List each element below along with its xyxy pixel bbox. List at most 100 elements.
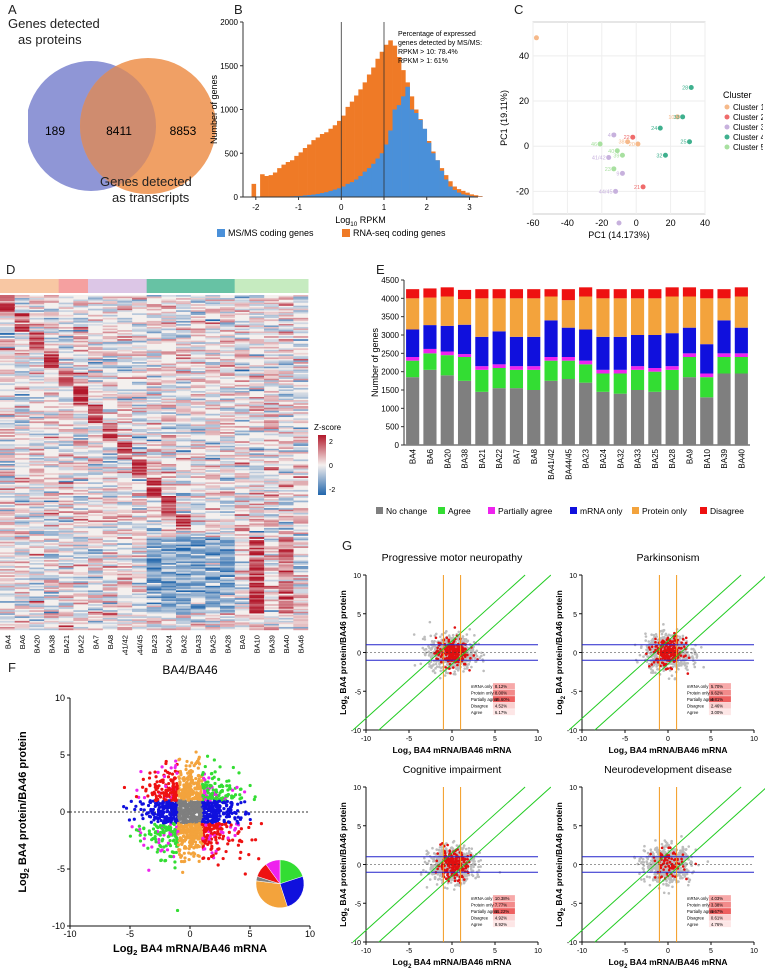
heat-cell [132,518,147,521]
heat-cell [264,342,279,344]
heat-cell [44,579,59,582]
heat-cell [190,521,206,524]
heat-cell [14,511,30,513]
heat-cell [44,497,59,500]
heat-cell [0,296,15,299]
heat-cell [102,362,118,364]
heat-cell [73,538,89,541]
heat-cell [176,310,191,312]
heat-cell [205,450,221,453]
heat-cell [249,406,265,408]
heat-cell [249,460,265,463]
heat-cell [176,579,191,582]
heat-cell [29,413,45,416]
heat-cell [0,451,15,454]
heat-cell [249,415,265,418]
heat-cell [161,301,177,303]
heat-cell [0,480,15,483]
heat-cell [205,617,221,620]
heat-cell [220,422,235,425]
data-point [205,828,209,832]
heat-cell [73,447,89,449]
heat-cell [0,330,15,332]
hist-bar [332,125,338,197]
heat-cell [102,509,118,512]
legend-swatch [217,229,225,237]
heat-cell [220,377,235,379]
heat-cell [293,336,309,338]
heat-cell [220,465,235,468]
heat-cell [0,305,15,308]
heat-cell [278,570,294,573]
heat-cell [88,401,103,404]
hist-bar [366,168,372,197]
heat-cell [293,430,309,433]
heat-cell [161,505,177,507]
heat-cell [88,471,103,474]
heat-cell [102,421,118,424]
category-label: BA25 [651,448,660,468]
heat-cell [176,541,191,544]
heat-cell [44,340,59,343]
heat-cell [73,576,89,579]
heat-cell [73,317,89,320]
heat-cell [249,325,265,328]
stacked-segment [717,298,731,321]
heat-cell [0,527,15,530]
heat-cell [58,330,74,332]
heat-cell [205,611,221,614]
heat-cell [132,454,147,457]
heat-cell [44,427,59,430]
panel-label-f: F [8,660,16,675]
heat-cell [220,464,235,466]
heat-cell [249,304,265,306]
heat-cell [0,570,15,573]
heat-cell [249,559,265,562]
heat-cell [249,298,265,300]
heat-cell [73,386,89,389]
heat-cell [88,572,103,574]
heat-cell [132,585,147,588]
data-point [160,839,164,843]
heat-cell [161,363,177,366]
heat-cell [205,365,221,367]
heat-cell [58,541,74,544]
heat-cell [58,337,74,340]
heat-cell [278,611,294,614]
heat-cell [264,593,279,596]
heat-cell [278,524,294,527]
y-tick-label: 40 [519,51,529,61]
heat-cell [264,339,279,341]
heat-cell [146,460,162,463]
heat-cell [29,313,45,315]
heat-cell [190,476,206,478]
data-point [182,851,186,855]
heat-cell [205,620,221,623]
heat-cell [278,412,294,414]
heat-cell [176,561,191,564]
heat-cell [58,441,74,443]
data-point [133,807,137,812]
data-point [189,824,194,828]
heat-cell [0,450,15,453]
heat-cell [102,310,118,312]
heat-cell [88,567,103,570]
heat-cell [220,608,235,611]
heat-cell [44,328,59,331]
heat-cell [14,614,30,617]
heat-cell [88,566,103,568]
heat-cell [102,566,118,568]
heat-cell [14,366,30,369]
heat-cell [190,503,206,506]
heat-cell [102,354,118,357]
heat-cell [58,628,74,631]
stacked-segment [596,289,610,299]
heat-cell [249,531,265,533]
heat-cell [249,301,265,303]
heat-cell [0,316,15,319]
heat-cell [117,566,133,568]
heat-cell [88,523,103,526]
heat-cell [264,429,279,431]
heat-cell [58,372,74,375]
heat-cell [234,540,250,542]
